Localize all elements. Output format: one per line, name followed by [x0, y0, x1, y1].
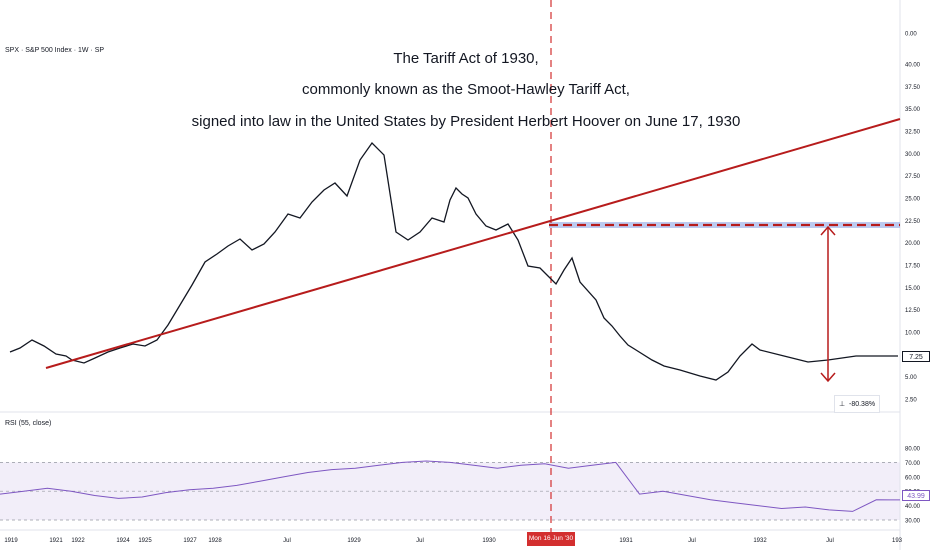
time-tick-label: 193: [892, 538, 903, 544]
measure-arrowhead-top: [820, 225, 836, 236]
time-tick-label: Jul: [826, 538, 834, 544]
annotation-line-3: signed into law in the United States by …: [191, 113, 741, 130]
time-tick-label: 1931: [619, 538, 633, 544]
price-tick-label: 12.50: [905, 308, 921, 314]
price-tick-label: 40.00: [905, 63, 921, 69]
crosshair-date-tag: Mon 16 Jun '30: [527, 532, 575, 546]
time-tick-label: 1932: [753, 538, 767, 544]
measure-arrowhead-bottom: [820, 372, 836, 383]
rsi-tick-label: 80.00: [905, 447, 921, 453]
trend-line[interactable]: [45, 118, 901, 369]
time-tick-label: 1925: [138, 538, 152, 544]
rsi-value-tag: 43.99: [902, 490, 930, 501]
annotation-line-2: commonly known as the Smoot-Hawley Tarif…: [302, 81, 630, 98]
rsi-tick-label: 40.00: [905, 504, 921, 510]
time-tick-label: Jul: [416, 538, 424, 544]
price-tick-label: 5.00: [905, 375, 917, 381]
rsi-tick-label: 70.00: [905, 461, 921, 467]
price-tick-label: 2.50: [905, 398, 917, 404]
time-tick-label: Jul: [283, 538, 291, 544]
price-tick-label: 10.00: [905, 331, 921, 337]
time-tick-label: 1921: [49, 538, 63, 544]
time-tick-label: 1928: [208, 538, 222, 544]
symbol-label: SPX · S&P 500 Index · 1W · SP: [5, 47, 105, 54]
measure-change: -80.38%: [849, 401, 876, 408]
price-tick-label: 0.00: [905, 32, 917, 38]
axis-ticks: 0.002.505.007.5010.0012.5015.0017.5020.0…: [4, 32, 920, 545]
annotation-line-1: The Tariff Act of 1930,: [393, 50, 539, 67]
time-tick-label: 1930: [482, 538, 496, 544]
measure-label: ⊥ -80.38%: [834, 395, 880, 413]
rsi-title: RSI (55, close): [5, 420, 52, 427]
price-tick-label: 35.00: [905, 107, 921, 113]
rsi-tick-label: 30.00: [905, 519, 921, 525]
price-tick-label: 15.00: [905, 286, 921, 292]
price-series-line: [9, 141, 898, 381]
price-tick-label: 30.00: [905, 152, 921, 158]
price-tick-label: 37.50: [905, 85, 921, 91]
rsi-series-line: [0, 460, 901, 512]
last-price-tag: 7.25: [902, 351, 930, 362]
price-tick-label: 22.50: [905, 219, 921, 225]
time-tick-label: 1922: [71, 538, 85, 544]
price-tick-label: 27.50: [905, 174, 921, 180]
rsi-tick-label: 60.00: [905, 475, 921, 481]
price-tick-label: 32.50: [905, 130, 921, 136]
price-tick-label: 25.00: [905, 197, 921, 203]
time-tick-label: 1919: [4, 538, 18, 544]
time-tick-label: 1927: [183, 538, 197, 544]
measure-icon: ⊥: [839, 401, 849, 408]
price-tick-label: 20.00: [905, 241, 921, 247]
time-tick-label: 1924: [116, 538, 130, 544]
price-tick-label: 17.50: [905, 264, 921, 270]
time-tick-label: Jul: [688, 538, 696, 544]
time-tick-label: 1929: [347, 538, 361, 544]
